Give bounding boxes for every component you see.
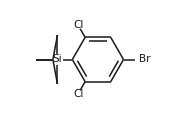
Text: Cl: Cl <box>73 20 83 30</box>
Text: Br: Br <box>139 55 150 64</box>
Text: Cl: Cl <box>73 89 83 99</box>
Text: Si: Si <box>53 55 62 64</box>
